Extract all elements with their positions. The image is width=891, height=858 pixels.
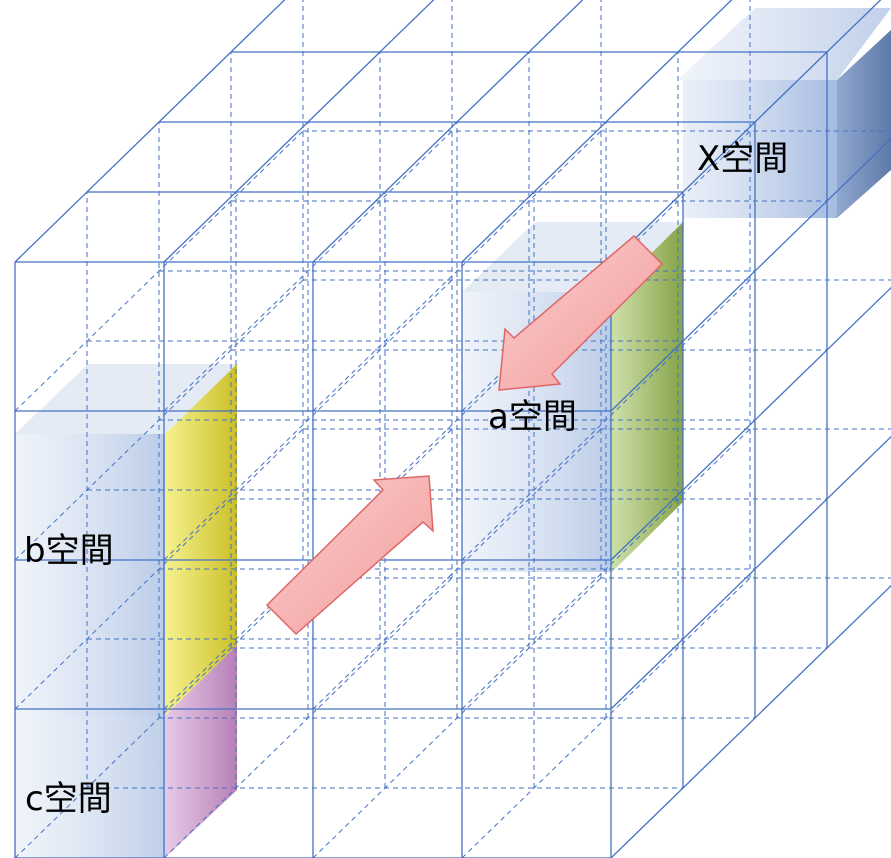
b-space-side-face xyxy=(165,364,237,716)
arrow-up-right-icon xyxy=(265,475,434,636)
grid-line-71 xyxy=(610,137,891,412)
a-space-label: a空間 xyxy=(488,397,577,437)
grid-line-74 xyxy=(610,0,882,263)
c-space-front-face xyxy=(15,716,165,858)
a-space-front-face xyxy=(462,292,612,572)
a-space-block xyxy=(462,222,683,572)
grid-lines xyxy=(14,0,891,858)
b-space-label: b空間 xyxy=(24,531,114,571)
b-space-front-face xyxy=(15,434,165,716)
a-space-side-face xyxy=(612,222,683,572)
x-space-block xyxy=(677,8,891,218)
x-space-side-face xyxy=(837,30,891,218)
arrow-down-left-icon xyxy=(498,234,664,391)
b-space-top-face xyxy=(15,364,237,434)
c-space-label: c空間 xyxy=(25,779,112,819)
hidden-grid-line-53 xyxy=(461,279,751,561)
grid-line-62 xyxy=(610,584,891,858)
x-space-top-face xyxy=(677,8,891,80)
b-space-block xyxy=(15,364,237,716)
x-space-front-face xyxy=(683,80,837,218)
x-space-label: X空間 xyxy=(697,139,788,179)
grid-line-68 xyxy=(610,286,891,561)
